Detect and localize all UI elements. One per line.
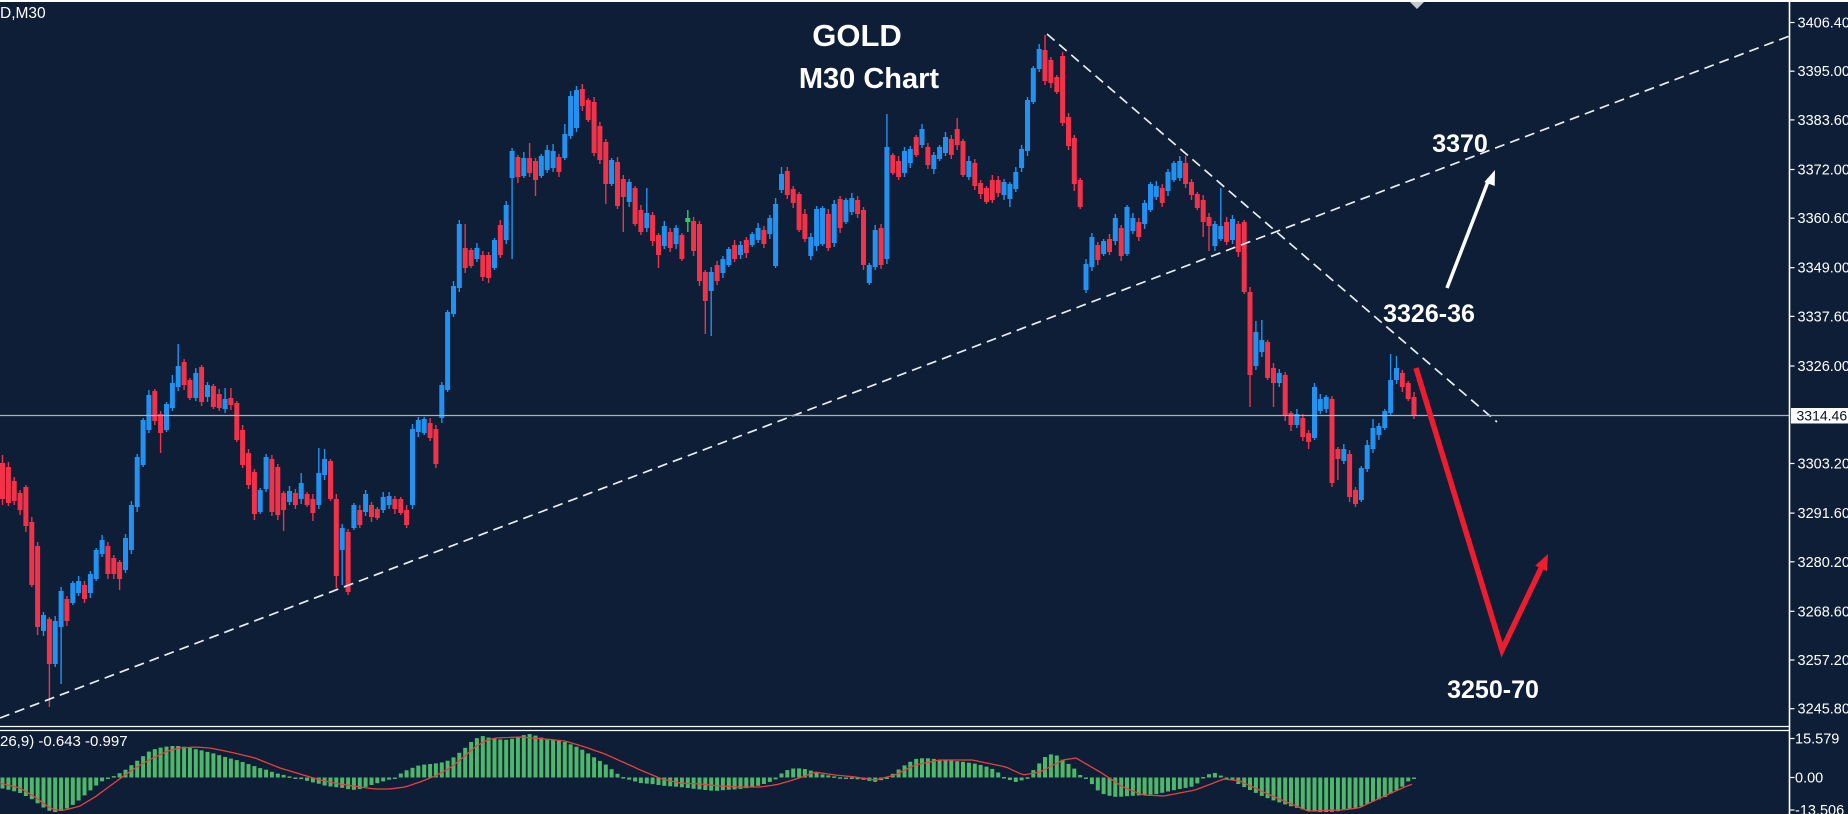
svg-text:GOLD: GOLD — [812, 18, 902, 53]
svg-text:3406.40: 3406.40 — [1798, 16, 1848, 32]
svg-text:3291.60: 3291.60 — [1798, 506, 1848, 522]
svg-text:-13.506: -13.506 — [1795, 803, 1844, 814]
svg-text:M30 Chart: M30 Chart — [799, 63, 940, 95]
svg-text:3370: 3370 — [1432, 130, 1488, 158]
svg-text:3250-70: 3250-70 — [1447, 676, 1539, 704]
svg-text:3360.60: 3360.60 — [1798, 211, 1848, 227]
svg-text:3257.20: 3257.20 — [1798, 653, 1848, 669]
svg-text:3383.60: 3383.60 — [1798, 113, 1848, 129]
svg-text:3372.00: 3372.00 — [1798, 163, 1848, 179]
svg-text:3314.46: 3314.46 — [1797, 408, 1848, 424]
svg-text:3268.60: 3268.60 — [1798, 604, 1848, 620]
svg-text:3245.80: 3245.80 — [1798, 702, 1848, 718]
svg-text:D,M30: D,M30 — [0, 5, 46, 22]
svg-text:3337.60: 3337.60 — [1798, 309, 1848, 325]
svg-text:3280.20: 3280.20 — [1798, 555, 1848, 571]
svg-text:15.579: 15.579 — [1795, 732, 1839, 748]
svg-text:3395.00: 3395.00 — [1798, 64, 1848, 80]
svg-text:26,9) -0.643 -0.997: 26,9) -0.643 -0.997 — [0, 733, 128, 750]
svg-text:0.00: 0.00 — [1795, 771, 1823, 787]
svg-text:3349.00: 3349.00 — [1798, 261, 1848, 277]
svg-text:3303.20: 3303.20 — [1798, 457, 1848, 473]
svg-text:3326-36: 3326-36 — [1383, 300, 1475, 328]
svg-text:3326.00: 3326.00 — [1798, 359, 1848, 375]
